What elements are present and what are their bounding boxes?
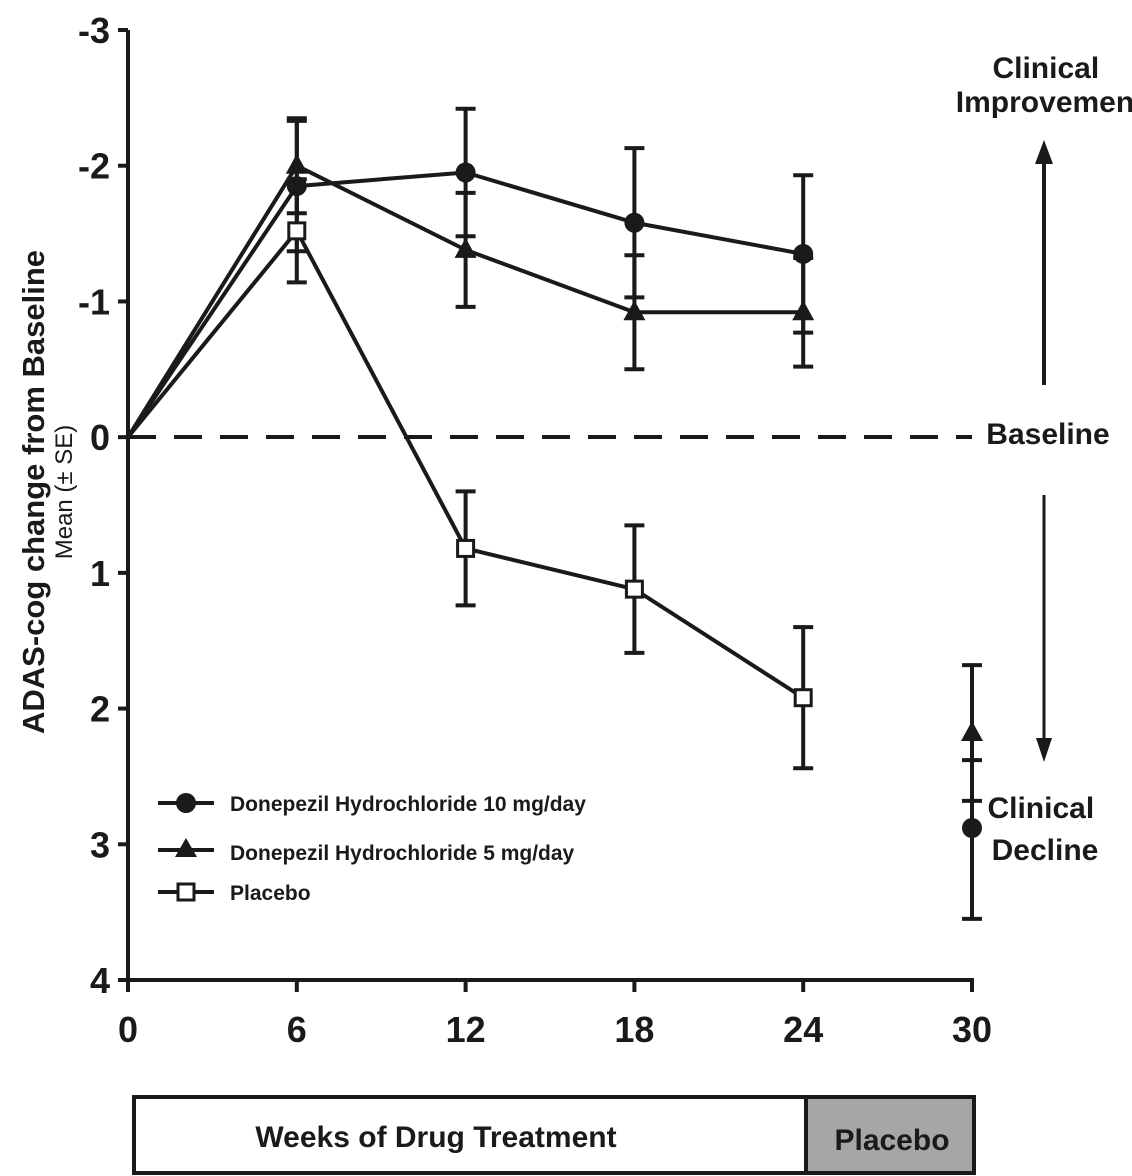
data-point-square xyxy=(287,221,307,241)
y-tick-label: -2 xyxy=(78,146,110,187)
arrow-down-icon xyxy=(1036,738,1052,762)
annotation-baseline: Baseline xyxy=(986,418,1109,451)
legend-label: Donepezil Hydrochloride 5 mg/day xyxy=(230,842,575,865)
legend-item-placebo: Placebo xyxy=(158,882,311,905)
y-axis-title: ADAS-cog change from Baseline xyxy=(16,250,51,734)
data-point-triangle xyxy=(454,237,477,258)
legend-label: Placebo xyxy=(230,882,311,905)
annotation-clinical-improvement: Clinical Improvement xyxy=(956,52,1132,119)
data-point-square xyxy=(456,538,476,558)
legend-item-5mg: Donepezil Hydrochloride 5 mg/day xyxy=(158,838,575,865)
legend: Donepezil Hydrochloride 10 mg/day Donepe… xyxy=(158,793,586,905)
x-tick-label: 30 xyxy=(952,1009,992,1050)
data-point-triangle xyxy=(623,300,646,321)
phase-treatment-label: Weeks of Drug Treatment xyxy=(255,1121,616,1154)
phase-treatment-box xyxy=(132,1095,808,1175)
phase-bar: Weeks of Drug Treatment Placebo xyxy=(132,1095,976,1175)
x-tick-label: 12 xyxy=(446,1009,486,1050)
phase-placebo-label: Placebo xyxy=(834,1124,949,1157)
y-tick-label: 1 xyxy=(90,553,110,594)
data-point-triangle xyxy=(961,721,983,741)
x-tick-label: 24 xyxy=(783,1009,823,1050)
data-point-square xyxy=(624,579,644,599)
y-tick-label: 4 xyxy=(90,960,110,1001)
series-square xyxy=(126,177,814,771)
y-axis-subtitle: Mean (± SE) xyxy=(51,425,78,560)
y-tick-label: 2 xyxy=(90,689,110,730)
legend-square-icon xyxy=(176,882,196,902)
y-tick-label: 3 xyxy=(90,824,110,865)
legend-item-10mg: Donepezil Hydrochloride 10 mg/day xyxy=(158,793,586,816)
data-point-circle xyxy=(455,162,476,183)
legend-triangle-icon xyxy=(175,838,197,857)
data-point-triangle xyxy=(792,300,815,321)
x-tick-label: 18 xyxy=(614,1009,654,1050)
y-tick-label: -1 xyxy=(78,281,110,322)
arrow-up-icon xyxy=(1035,140,1053,164)
series-triangle xyxy=(126,116,815,439)
legend-circle-icon xyxy=(176,793,196,813)
legend-label: Donepezil Hydrochloride 10 mg/day xyxy=(230,793,586,816)
data-point-circle xyxy=(962,818,982,838)
x-tick-label: 0 xyxy=(118,1009,138,1050)
y-tick-label: -3 xyxy=(78,10,110,51)
annotation-clinical-decline: Clinical Decline xyxy=(987,792,1102,867)
phase-placebo-box xyxy=(804,1095,976,1175)
endpoint-circle xyxy=(962,758,982,921)
data-point-square xyxy=(793,688,813,708)
x-tick-label: 6 xyxy=(287,1009,307,1050)
y-tick-label: 0 xyxy=(90,417,110,458)
data-point-triangle xyxy=(285,153,308,174)
data-point-circle xyxy=(624,212,645,233)
